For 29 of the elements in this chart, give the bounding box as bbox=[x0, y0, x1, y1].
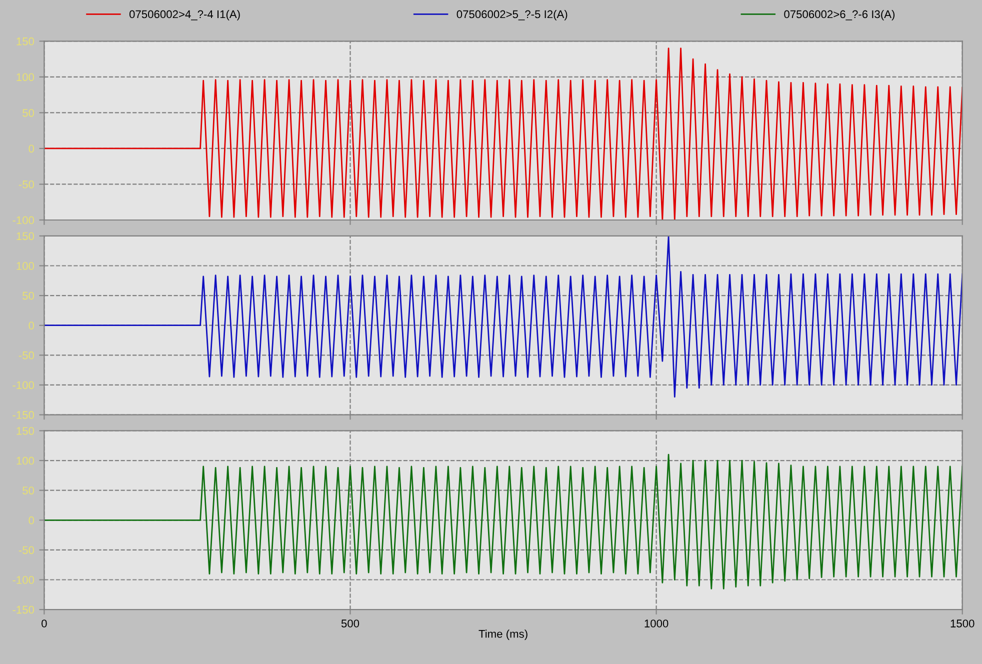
legend-label: 07506002>5_?-5 I2(A) bbox=[456, 10, 568, 20]
legend-label: 07506002>6_?-6 I3(A) bbox=[784, 10, 895, 20]
y-tick-label: -50 bbox=[18, 180, 34, 188]
x-axis-title: Time (ms) bbox=[478, 630, 528, 640]
y-tick-label: 0 bbox=[28, 516, 34, 524]
y-tick-label: 50 bbox=[22, 108, 34, 117]
y-tick-label: -50 bbox=[18, 546, 34, 554]
y-tick-label: 50 bbox=[22, 486, 34, 494]
x-tick-label: 500 bbox=[341, 620, 360, 628]
x-tick-label: 0 bbox=[42, 620, 47, 628]
y-tick-label: -100 bbox=[12, 381, 34, 390]
y-tick-label: -150 bbox=[12, 411, 34, 419]
y-tick-label: 150 bbox=[16, 426, 34, 435]
legend-label: 07506002>4_?-4 I1(A) bbox=[129, 10, 240, 20]
y-tick-label: 0 bbox=[28, 144, 34, 153]
y-tick-label: 0 bbox=[28, 322, 34, 330]
y-tick-label: 50 bbox=[22, 292, 34, 300]
y-tick-label: 100 bbox=[16, 262, 34, 270]
y-tick-label: -50 bbox=[18, 351, 34, 360]
y-tick-label: -150 bbox=[12, 606, 34, 614]
x-tick-label: 1000 bbox=[644, 620, 668, 628]
y-tick-label: 100 bbox=[16, 73, 34, 82]
y-tick-label: -100 bbox=[12, 216, 34, 224]
line-series bbox=[44, 454, 962, 590]
y-tick-label: 100 bbox=[16, 456, 34, 465]
y-tick-label: 150 bbox=[16, 232, 34, 240]
y-tick-label: 150 bbox=[16, 37, 34, 46]
y-tick-label: -100 bbox=[12, 576, 34, 584]
x-tick-label: 1500 bbox=[950, 620, 974, 628]
